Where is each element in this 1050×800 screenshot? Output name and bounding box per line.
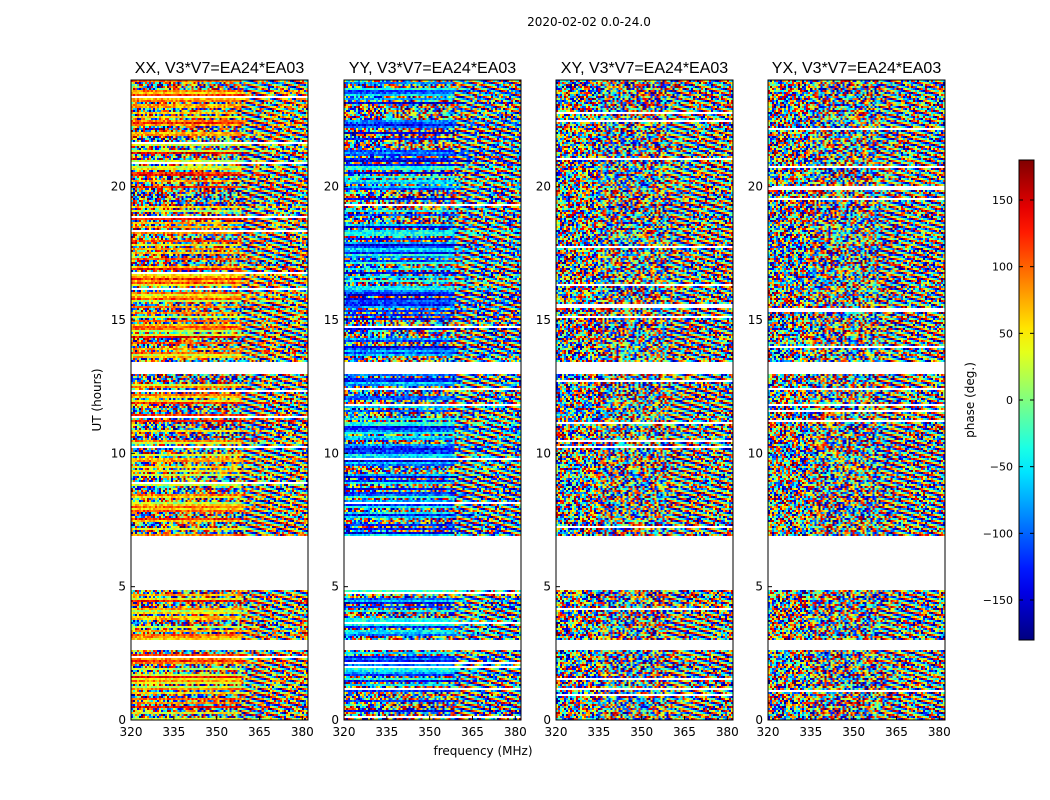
y-tick-label: 5 — [331, 580, 339, 594]
x-tick-label: 320 — [757, 725, 780, 739]
y-tick-label: 10 — [111, 446, 126, 460]
colorbar-tick-label: 150 — [992, 194, 1013, 207]
x-tick-label: 350 — [205, 725, 228, 739]
x-tick-label: 365 — [248, 725, 271, 739]
y-tick-label: 20 — [748, 180, 763, 194]
phase-heatmap — [344, 80, 521, 720]
colorbar-tick-label: −100 — [983, 527, 1013, 540]
panel-frame — [130, 79, 309, 721]
phase-heatmap — [556, 80, 733, 720]
y-tick-label: 0 — [118, 713, 126, 727]
colorbar-tick-label: −50 — [990, 461, 1013, 474]
panel-title: YX, V3*V7=EA24*EA03 — [772, 60, 942, 77]
x-tick-label: 320 — [120, 725, 143, 739]
panel-yy: YY, V3*V7=EA24*EA03 320 335 350 365 380 0 5 10 15… — [324, 60, 527, 739]
x-tick-label: 365 — [885, 725, 908, 739]
y-tick-label: 5 — [755, 580, 763, 594]
colorbar-tick-label: 0 — [1006, 394, 1013, 407]
y-tick-label: 15 — [536, 313, 551, 327]
panel-xx: XX, V3*V7=EA24*EA03 320 335 350 365 380 0 5 10 15… — [111, 60, 314, 739]
panel-title: YY, V3*V7=EA24*EA03 — [349, 60, 516, 77]
panel-frame — [767, 79, 946, 721]
x-tick-label: 365 — [673, 725, 696, 739]
x-tick-label: 335 — [587, 725, 610, 739]
panel-frame — [555, 79, 734, 721]
x-tick-label: 350 — [842, 725, 865, 739]
x-tick-label: 320 — [545, 725, 568, 739]
x-tick-label: 380 — [928, 725, 951, 739]
figure-suptitle: 2020-02-02 0.0-24.0 — [527, 15, 651, 29]
y-axis-label: UT (hours) — [90, 368, 104, 431]
y-tick-label: 0 — [755, 713, 763, 727]
x-axis-label: frequency (MHz) — [433, 744, 532, 758]
x-tick-label: 335 — [799, 725, 822, 739]
y-tick-label: 10 — [324, 446, 339, 460]
y-tick-label: 10 — [536, 446, 551, 460]
y-tick-label: 15 — [748, 313, 763, 327]
x-tick-label: 350 — [630, 725, 653, 739]
y-tick-label: 20 — [111, 180, 126, 194]
y-tick-label: 0 — [331, 713, 339, 727]
y-tick-label: 0 — [543, 713, 551, 727]
x-tick-label: 380 — [291, 725, 314, 739]
x-tick-label: 380 — [716, 725, 739, 739]
colorbar-tick-label: −150 — [983, 594, 1013, 607]
y-tick-label: 15 — [324, 313, 339, 327]
x-tick-label: 350 — [418, 725, 441, 739]
x-tick-label: 380 — [504, 725, 527, 739]
y-tick-label: 10 — [748, 446, 763, 460]
phase-heatmap — [131, 80, 308, 720]
colorbar-tick-label: 100 — [992, 261, 1013, 274]
y-tick-label: 5 — [543, 580, 551, 594]
y-tick-label: 15 — [111, 313, 126, 327]
x-tick-label: 335 — [162, 725, 185, 739]
x-tick-label: 335 — [375, 725, 398, 739]
panels-group: XX, V3*V7=EA24*EA03 320 335 350 365 380 0 5 10 15… — [111, 60, 951, 739]
panel-title: XY, V3*V7=EA24*EA03 — [561, 60, 728, 77]
x-tick-label: 320 — [333, 725, 356, 739]
colorbar: 150 100 50 0 −50 −100 −150 — [983, 159, 1035, 641]
x-tick-label: 365 — [461, 725, 484, 739]
y-tick-label: 20 — [536, 180, 551, 194]
y-tick-label: 20 — [324, 180, 339, 194]
panel-xy: XY, V3*V7=EA24*EA03 320 335 350 365 380 0 5 10 15… — [536, 60, 739, 739]
y-tick-label: 5 — [118, 580, 126, 594]
panel-yx: YX, V3*V7=EA24*EA03 320 335 350 365 380 0 5 10 15… — [748, 60, 951, 739]
colorbar-tick-label: 50 — [999, 327, 1013, 340]
panel-frame — [343, 79, 522, 721]
colorbar-label: phase (deg.) — [963, 362, 977, 438]
phase-heatmap — [768, 80, 945, 720]
panel-title: XX, V3*V7=EA24*EA03 — [135, 60, 305, 77]
